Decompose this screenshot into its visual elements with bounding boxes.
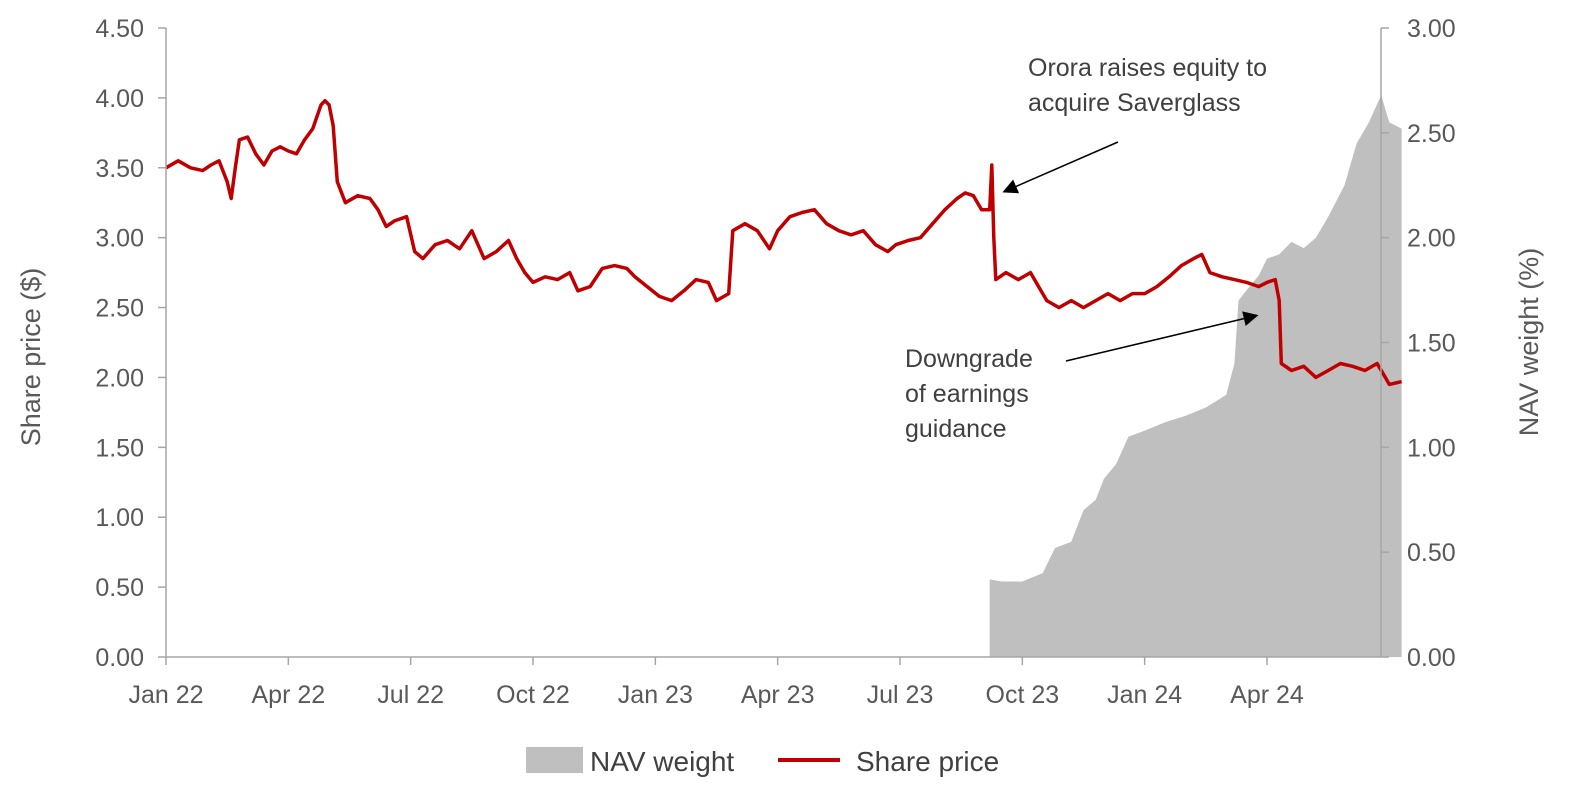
- right-tick-label: 3.00: [1407, 15, 1456, 43]
- annotation-layer: Orora raises equity to acquire Saverglass…: [905, 54, 1267, 443]
- right-tick-label: 1.50: [1407, 330, 1456, 358]
- x-tick-label: Jan 23: [618, 681, 693, 709]
- right-tick-label: 2.00: [1407, 225, 1456, 253]
- x-tick-label: Jan 22: [128, 681, 203, 709]
- left-tick-label: 4.50: [95, 15, 144, 43]
- x-tick-label: Oct 22: [496, 681, 570, 709]
- legend-label-share-price: Share price: [856, 746, 999, 777]
- x-tick-label: Jul 23: [867, 681, 934, 709]
- legend: NAV weight Share price: [526, 746, 999, 777]
- left-tick-label: 2.50: [95, 295, 144, 323]
- x-tick-label: Oct 23: [986, 681, 1060, 709]
- share-price-line: [165, 98, 1402, 387]
- annotation-downgrade-arrow: [1065, 311, 1259, 362]
- legend-swatch-nav-weight: [526, 747, 583, 773]
- right-tick-label: 1.00: [1407, 434, 1456, 462]
- left-tick-label: 0.50: [95, 574, 144, 602]
- area-layer: [989, 95, 1402, 658]
- x-tick-label: Jan 24: [1107, 681, 1182, 709]
- left-tick-label: 1.50: [95, 434, 144, 462]
- left-tick-label: 2.00: [95, 364, 144, 392]
- left-axis-title: Share price ($): [16, 268, 46, 447]
- line-layer: [165, 98, 1402, 387]
- right-axis-title: NAV weight (%): [1514, 248, 1544, 437]
- right-tick-label: 2.50: [1407, 120, 1456, 148]
- annotation-saverglass-text: Orora raises equity to: [1028, 54, 1267, 82]
- x-tick-label: Apr 24: [1230, 681, 1304, 709]
- left-tick-label: 1.00: [95, 504, 144, 532]
- annotation-saverglass-text: acquire Saverglass: [1028, 89, 1241, 117]
- left-tick-label: 0.00: [95, 644, 144, 672]
- annotation-saverglass-arrow: [1002, 141, 1119, 194]
- right-tick-label: 0.00: [1407, 644, 1456, 672]
- x-tick-label: Apr 23: [741, 681, 815, 709]
- legend-label-nav-weight: NAV weight: [590, 746, 734, 777]
- left-tick-label: 3.00: [95, 225, 144, 253]
- left-tick-label: 3.50: [95, 155, 144, 183]
- x-tick-label: Apr 22: [251, 681, 325, 709]
- annotation-downgrade-text: Downgrade: [905, 345, 1033, 373]
- right-tick-label: 0.50: [1407, 539, 1456, 567]
- annotation-downgrade-text: guidance: [905, 415, 1006, 443]
- left-tick-label: 4.00: [95, 85, 144, 113]
- annotation-downgrade-text: of earnings: [905, 380, 1029, 408]
- x-tick-label: Jul 22: [377, 681, 444, 709]
- nav-weight-area: [989, 95, 1402, 658]
- axes-layer: 0.00 0.50 1.00 1.50 2.00 2.50 3.00 3.50 4.00 4.50…: [95, 15, 1455, 709]
